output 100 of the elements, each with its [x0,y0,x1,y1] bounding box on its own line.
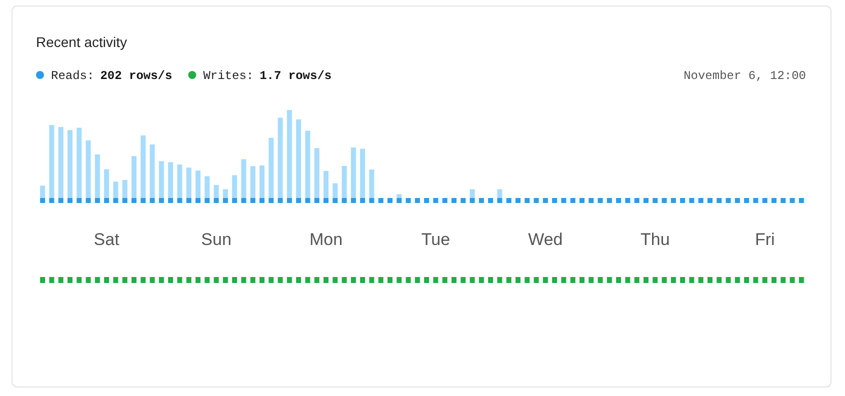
bar [424,198,430,203]
bar [772,198,776,203]
bar [76,198,82,203]
bar [644,198,648,203]
chart-title: Recent activity [36,34,128,50]
text: 202 rows/s [100,69,172,83]
bar [570,198,576,203]
bar [497,198,502,203]
bar [76,128,82,198]
bar [158,161,164,198]
bar [442,198,448,203]
bar [104,169,110,198]
bar [708,198,712,203]
bar [580,198,584,203]
bar [278,198,283,203]
bar [588,198,594,203]
bar [241,159,246,198]
bar [250,166,256,198]
x-tick-label: Mon [309,230,343,249]
bar [132,198,136,203]
bar [122,198,128,203]
bar [350,147,356,198]
bar [268,138,274,198]
bar [177,198,182,203]
x-tick-label: Thu [640,230,670,249]
bar [204,176,210,198]
bar [278,118,283,198]
bar [58,127,64,198]
x-tick-label: Sat [94,230,120,249]
bar [68,198,72,203]
bar [158,198,164,203]
bar [360,198,366,203]
bar [790,198,795,203]
bar [40,198,46,203]
bar [388,198,392,203]
bar [378,198,384,203]
bar [798,198,804,203]
bar [350,198,356,203]
bar [296,119,302,198]
bar [516,198,520,203]
bar [561,198,566,203]
bar [342,198,347,203]
bar [177,164,182,198]
bar [232,198,238,203]
bar [689,198,694,203]
bar [222,198,228,203]
bar [478,198,484,203]
bar [369,198,374,203]
bar [414,198,420,203]
bar [342,166,347,198]
bar [332,198,338,203]
bar [433,198,438,203]
bar [305,198,310,203]
bar [196,198,200,203]
bar [606,198,612,203]
bar [196,170,200,198]
bar [241,198,246,203]
bar [40,186,46,198]
bar [324,198,328,203]
bar [314,198,320,203]
x-tick-label: Sun [201,230,232,249]
bar [625,198,630,203]
bar [360,148,366,198]
bar [396,198,402,203]
bar [744,198,750,203]
bar [598,198,603,203]
bar [460,198,466,203]
bar [113,198,118,203]
bar [406,198,411,203]
bar [616,198,622,203]
bar [497,189,502,198]
bar [542,198,548,203]
bar [150,198,155,203]
bar [762,198,768,203]
bar [506,198,512,203]
bar [634,198,640,203]
bar [296,198,302,203]
bar [286,198,292,203]
bar [716,198,722,203]
text: November 6, 12:00 [684,69,806,83]
bar [305,130,310,198]
bar [670,198,676,203]
bar [186,168,192,198]
bar [734,198,740,203]
legend-label: Reads: [51,69,94,83]
bar [168,198,174,203]
bar [150,144,155,198]
text: 1.7 rows/s [260,69,332,83]
bar [698,198,704,203]
bar [222,189,228,198]
bar [470,189,475,198]
bar [104,198,110,203]
bar [122,180,128,198]
bar [49,125,54,198]
bar [132,156,136,198]
bar [86,140,91,198]
bar [68,130,72,198]
bar [214,184,219,198]
bar [652,198,658,203]
bar [726,198,731,203]
